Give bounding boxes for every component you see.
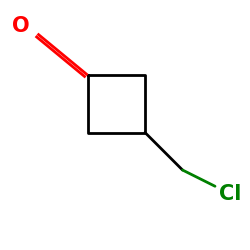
- Text: Cl: Cl: [219, 184, 241, 204]
- Text: O: O: [12, 16, 30, 36]
